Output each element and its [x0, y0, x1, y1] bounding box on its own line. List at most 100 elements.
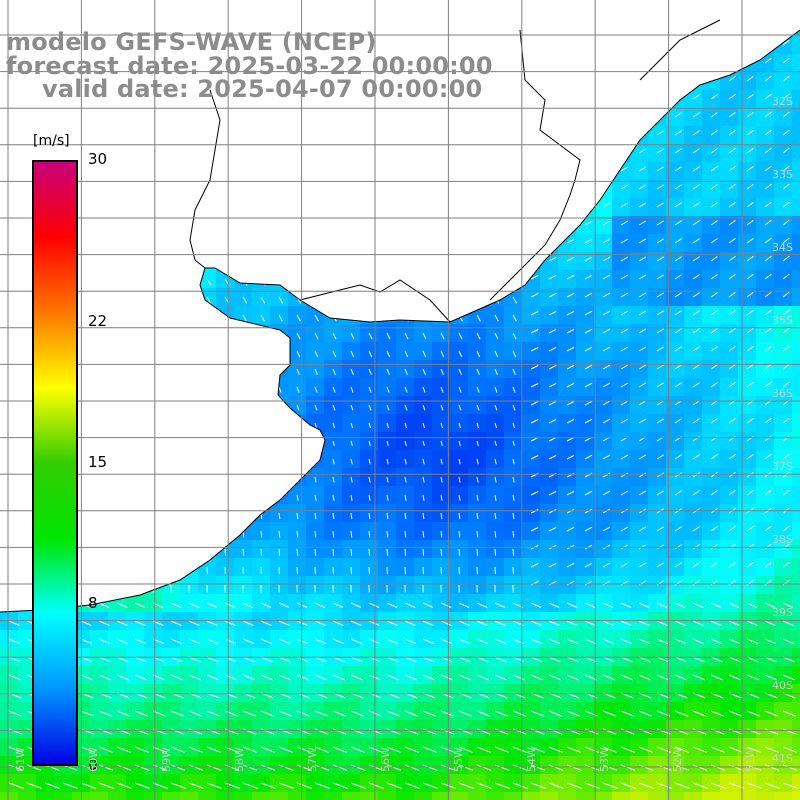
wind-arrow [548, 638, 561, 645]
wind-arrow [134, 728, 149, 735]
wind-arrow [476, 602, 488, 608]
speed-cell [792, 792, 800, 800]
wind-arrow [80, 656, 93, 663]
wind-arrow [692, 238, 700, 244]
wind-arrow [638, 418, 647, 424]
wind-arrow [404, 530, 407, 538]
wind-arrow [530, 329, 539, 334]
speed-cell [792, 360, 800, 378]
wind-arrow [746, 764, 762, 771]
wind-arrow [260, 314, 265, 322]
wind-arrow [710, 94, 718, 100]
wind-arrow [782, 543, 790, 550]
wind-arrow [386, 458, 389, 465]
wind-arrow [548, 454, 557, 460]
wind-arrow [512, 674, 526, 681]
wind-arrow [584, 220, 593, 226]
wind-arrow [170, 656, 183, 663]
wind-arrow [440, 638, 453, 645]
wind-arrow [440, 404, 444, 411]
wind-arrow [764, 345, 772, 352]
wind-arrow [710, 148, 718, 154]
wind-arrow [242, 314, 247, 322]
wind-arrow [476, 440, 479, 446]
wind-arrow [314, 620, 326, 627]
speed-cell [792, 90, 800, 108]
wind-arrow [350, 386, 354, 393]
wind-arrow [782, 638, 795, 645]
wind-arrow [278, 512, 281, 520]
wind-arrow [458, 602, 470, 608]
wind-arrow [638, 346, 647, 352]
wind-arrow [512, 332, 517, 340]
wind-arrow [386, 548, 389, 556]
wind-arrow [404, 458, 407, 465]
wind-arrow [638, 274, 647, 280]
wind-arrow [296, 710, 310, 717]
wind-arrow [476, 764, 492, 771]
wind-arrow [296, 332, 301, 340]
wind-arrow [566, 656, 579, 663]
wind-arrow [710, 710, 724, 717]
wind-arrow [206, 764, 222, 771]
speed-cell [252, 792, 270, 800]
wind-arrow [710, 782, 726, 789]
speed-cell [594, 792, 612, 800]
wind-arrow [314, 728, 329, 735]
wind-arrow [746, 381, 754, 388]
wind-arrow [782, 674, 796, 681]
wind-arrow [728, 183, 736, 190]
wind-arrow [494, 674, 508, 681]
wind-arrow [764, 728, 779, 735]
wind-arrow [602, 238, 611, 244]
wind-arrow [620, 562, 629, 568]
wind-arrow [548, 310, 557, 316]
wind-arrow [656, 728, 671, 735]
wind-arrow [368, 422, 372, 429]
wind-arrow [242, 674, 256, 681]
wind-arrow [638, 238, 647, 244]
wind-arrow [548, 256, 557, 262]
wind-arrow [476, 512, 479, 520]
wind-arrow [440, 530, 443, 538]
wind-arrow [278, 674, 292, 681]
wind-arrow [764, 489, 772, 496]
wind-arrow [710, 764, 726, 771]
wind-arrow [530, 419, 539, 424]
wind-arrow [386, 440, 389, 446]
wind-arrow [386, 404, 390, 411]
wind-arrow [530, 491, 539, 496]
wind-arrow [422, 512, 425, 520]
wind-arrow [350, 422, 354, 429]
wind-arrow [710, 746, 725, 753]
speed-cell [792, 666, 800, 684]
wind-arrow [98, 602, 110, 608]
wind-arrow [710, 256, 718, 262]
wind-arrow [278, 296, 284, 304]
wind-arrow [458, 764, 474, 771]
speed-cell [792, 630, 800, 648]
wind-arrow [566, 454, 575, 460]
wind-arrow [170, 710, 184, 717]
wind-arrow [584, 620, 596, 627]
wind-arrow [512, 764, 528, 771]
wind-arrow [278, 764, 294, 771]
wind-arrow [566, 746, 581, 753]
wind-arrow [710, 418, 718, 424]
wind-arrow [188, 782, 204, 789]
wind-arrow [620, 256, 629, 262]
wind-arrow [782, 656, 795, 663]
wind-arrow [530, 746, 545, 753]
wind-arrow [710, 328, 718, 334]
speed-cell [36, 792, 54, 800]
wind-arrow [656, 526, 665, 532]
wind-arrow [116, 602, 128, 608]
wind-arrow [368, 350, 373, 358]
speed-cell [792, 378, 800, 396]
wind-arrow [80, 728, 95, 735]
wind-arrow [656, 148, 665, 154]
wind-arrow [764, 273, 772, 280]
wind-arrow [728, 237, 736, 244]
wind-arrow [422, 458, 425, 465]
wind-arrow [638, 526, 647, 532]
